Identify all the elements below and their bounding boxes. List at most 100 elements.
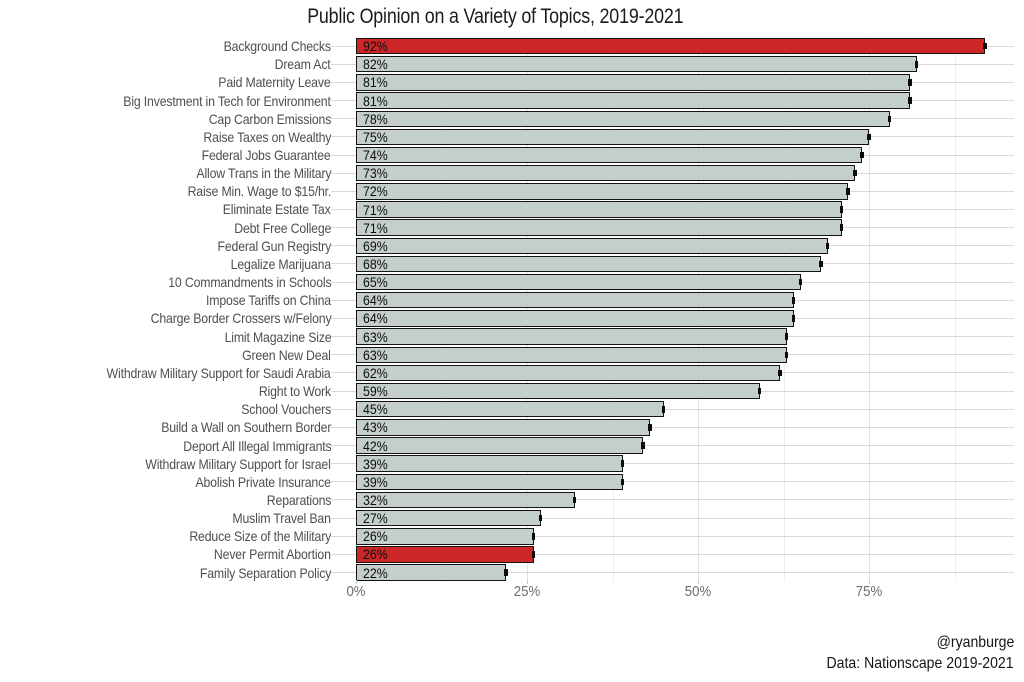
category-label: Impose Tariffs on China <box>206 292 331 309</box>
chart-title: Public Opinion on a Variety of Topics, 2… <box>0 5 990 29</box>
category-label: Big Investment in Tech for Environment <box>123 92 332 109</box>
bar-row: 10 Commandments in Schools 65% <box>0 273 1014 291</box>
plot-cell: 27% <box>331 509 1014 527</box>
bar-row: Reduce Size of the Military 26% <box>0 527 1014 545</box>
value-label: 63% <box>363 328 388 345</box>
plot-cell: 68% <box>331 255 1014 273</box>
category-label: Cap Carbon Emissions <box>208 110 332 127</box>
value-bar: 68% <box>356 255 823 273</box>
value-bar: 71% <box>356 219 844 236</box>
value-label: 43% <box>363 419 388 436</box>
value-label: 63% <box>363 346 388 363</box>
bar-row: Impose Tariffs on China 64% <box>0 291 1014 309</box>
plot-cell: 75% <box>331 128 1014 146</box>
bar-end-marker <box>908 97 912 104</box>
x-tick-mark <box>356 580 357 584</box>
bar-end-marker <box>791 315 796 322</box>
plot-cell: 65% <box>331 273 1014 291</box>
bar-end-marker <box>757 387 762 395</box>
bar-end-marker <box>531 533 536 540</box>
category-label: Family Separation Policy <box>199 564 332 581</box>
x-tick-label: 50% <box>684 583 712 600</box>
plot-cell: 22% <box>331 564 1014 582</box>
value-bar: 59% <box>356 382 762 400</box>
bar-end-marker <box>825 242 830 250</box>
category-label: Build a Wall on Southern Border <box>160 419 331 436</box>
bar-row: Debt Free College 71% <box>0 219 1014 237</box>
value-label: 26% <box>363 546 388 563</box>
vertical-gridline <box>698 37 699 582</box>
value-label: 81% <box>363 74 388 91</box>
bar-end-marker <box>531 551 536 558</box>
bar-end-marker <box>620 478 625 486</box>
x-tick-mark <box>869 580 870 584</box>
value-label: 45% <box>363 401 388 418</box>
vertical-gridline <box>954 37 956 582</box>
bar-row: Reparations 32% <box>0 491 1014 509</box>
value-bar: 72% <box>356 183 850 200</box>
value-label: 92% <box>363 38 388 55</box>
bar-row: Withdraw Military Support for Israel 39% <box>0 455 1014 473</box>
value-label: 39% <box>363 473 388 490</box>
vertical-gridline <box>527 37 528 582</box>
category-label: Charge Border Crossers w/Felony <box>150 310 331 327</box>
value-label: 64% <box>363 310 388 327</box>
bar-end-marker <box>914 61 919 68</box>
plot-cell: 63% <box>331 328 1014 346</box>
bar-row: Raise Taxes on Wealthy 75% <box>0 128 1014 146</box>
value-label: 62% <box>363 364 388 381</box>
value-label: 71% <box>363 201 388 218</box>
bar-row: Allow Trans in the Military 73% <box>0 164 1014 182</box>
category-label: Raise Taxes on Wealthy <box>203 128 331 145</box>
value-label: 22% <box>363 564 388 581</box>
category-label: Background Checks <box>223 38 331 55</box>
bar-row: School Vouchers 45% <box>0 400 1014 418</box>
bar-end-marker <box>839 206 844 213</box>
bar-row: Family Separation Policy 22% <box>0 564 1014 582</box>
category-label: Reduce Size of the Military <box>189 528 331 545</box>
value-label: 64% <box>363 292 388 309</box>
bar-row: Big Investment in Tech for Environment 8… <box>0 91 1014 109</box>
plot-cell: 39% <box>331 455 1014 473</box>
value-bar: 73% <box>356 164 857 182</box>
bar-end-marker <box>641 442 645 449</box>
horizontal-gridline <box>331 445 1014 447</box>
value-bar: 43% <box>356 419 652 436</box>
plot-cell: 39% <box>331 473 1014 491</box>
plot-cell: 26% <box>331 545 1014 563</box>
value-bar: 32% <box>356 491 577 509</box>
value-bar: 39% <box>356 473 625 491</box>
bar-end-marker <box>620 460 625 467</box>
value-label: 75% <box>363 128 388 145</box>
bar-row: Federal Gun Registry 69% <box>0 237 1014 255</box>
horizontal-gridline <box>331 499 1014 501</box>
value-bar: 22% <box>356 564 508 581</box>
value-bar: 45% <box>356 401 666 418</box>
vertical-gridline <box>441 37 443 582</box>
value-bar: 92% <box>356 37 987 55</box>
category-label: Green New Deal <box>242 346 331 363</box>
bar-end-marker <box>504 569 508 576</box>
category-label: Allow Trans in the Military <box>196 165 331 182</box>
bar-row: Cap Carbon Emissions 78% <box>0 110 1014 128</box>
plot-cell: 73% <box>331 164 1014 182</box>
category-label: Legalize Marijuana <box>230 255 331 272</box>
vertical-gridline <box>869 37 870 582</box>
bar-end-marker <box>661 406 666 413</box>
plot-cell: 81% <box>331 73 1014 91</box>
bar-row: Limit Magazine Size 63% <box>0 328 1014 346</box>
vertical-gridline <box>612 37 614 582</box>
category-label: Abolish Private Insurance <box>195 473 331 490</box>
bar-end-marker <box>778 369 782 377</box>
value-bar: 39% <box>356 455 625 472</box>
plot-cell: 82% <box>331 55 1014 73</box>
plot-cell: 72% <box>331 182 1014 200</box>
horizontal-gridline <box>331 517 1014 519</box>
value-label: 68% <box>363 255 388 272</box>
value-label: 69% <box>363 237 388 254</box>
caption-handle: @ryanburge <box>936 633 1014 651</box>
plot-cell: 62% <box>331 364 1014 382</box>
category-label: Federal Gun Registry <box>217 237 331 254</box>
value-bar: 65% <box>356 273 803 291</box>
